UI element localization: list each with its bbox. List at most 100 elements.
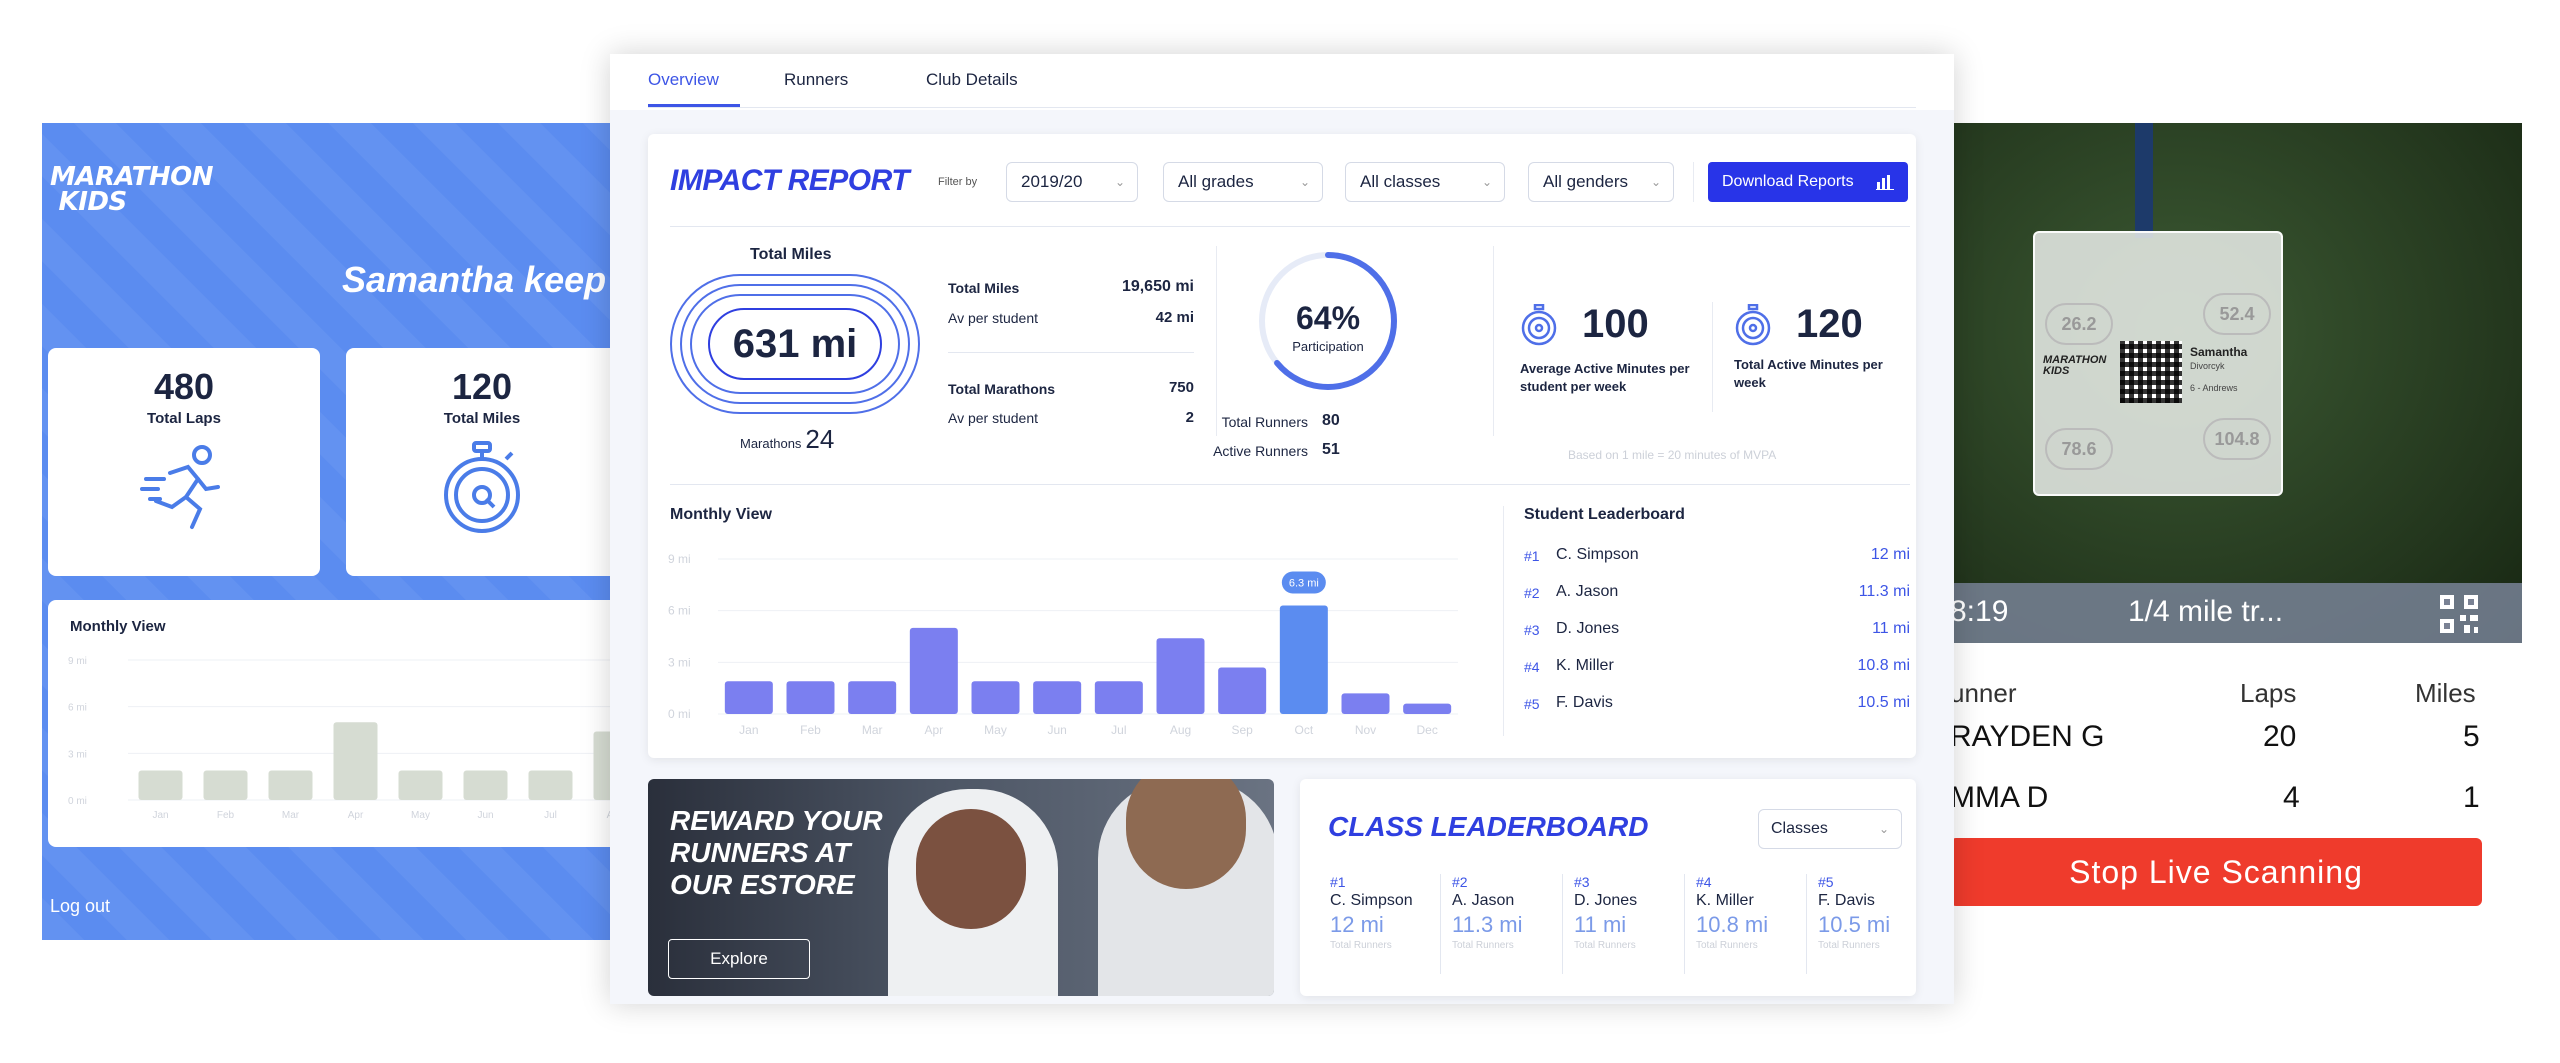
rank: #1 [1524, 548, 1540, 564]
total-runners-label: Total Runners [1221, 414, 1308, 430]
bar-apr[interactable] [909, 627, 958, 714]
explore-button[interactable]: Explore [668, 939, 810, 979]
bar-jun[interactable] [1033, 681, 1082, 714]
bar-feb[interactable] [203, 770, 248, 800]
estore-promo-banner[interactable]: REWARD YOUR RUNNERS AT OUR ESTORE Explor… [648, 779, 1274, 996]
stat-value: 2 [1185, 409, 1194, 426]
class-entry[interactable]: #1 C. Simpson 12 mi Total Runners [1330, 874, 1450, 951]
footnote: Based on 1 mile = 20 minutes of MVPA [1568, 448, 1777, 462]
class-entry[interactable]: #2 A. Jason 11.3 mi Total Runners [1452, 874, 1572, 951]
tab-club-details[interactable]: Club Details [926, 70, 1018, 89]
participation-label: Participation [1292, 339, 1364, 354]
y-tick-label: 6 mi [668, 604, 691, 618]
grades-select[interactable]: All grades ⌄ [1163, 162, 1323, 202]
genders-select[interactable]: All genders ⌄ [1528, 162, 1674, 202]
bar-tooltip [1281, 571, 1326, 594]
bar-jan[interactable] [138, 770, 183, 800]
rank: #4 [1696, 874, 1712, 890]
x-tick-label: Nov [1355, 723, 1376, 737]
donut-progress [1259, 252, 1397, 390]
bar-apr[interactable] [333, 722, 378, 800]
class-miles: 12 mi [1330, 912, 1384, 937]
bar-aug[interactable] [1156, 638, 1205, 714]
class-entry[interactable]: #5 F. Davis 10.5 mi Total Runners [1818, 874, 1910, 951]
leaderboard-row[interactable]: #3 D. Jones 11 mi [1524, 620, 1910, 644]
class-miles: 10.5 mi [1818, 912, 1891, 937]
active-runners-value: 51 [1322, 441, 1340, 458]
badge-mark: 104.8 [2203, 418, 2271, 460]
x-tick-label: May [984, 723, 1007, 737]
marathon-kids-logo: MARATHON KIDS [50, 162, 214, 217]
running-track-graphic: 631 mi [670, 274, 920, 414]
tab-overview[interactable]: Overview [648, 70, 719, 89]
total-miles-value: 120 [451, 366, 513, 407]
impact-report-title: IMPACT REPORT [670, 164, 910, 197]
tab-runners[interactable]: Runners [784, 70, 849, 89]
student-name: A. Jason [1556, 583, 1619, 600]
x-tick-label: Jan [152, 810, 168, 821]
class-name: D. Jones [1574, 892, 1638, 909]
miles-column-header: Miles [2415, 678, 2476, 708]
leaderboard-row[interactable]: #1 C. Simpson 12 mi [1524, 546, 1910, 570]
x-tick-label: Mar [862, 723, 883, 737]
bar-oct[interactable] [1279, 605, 1328, 715]
x-tick-label: Jul [1111, 723, 1126, 737]
bar-may[interactable] [398, 770, 443, 800]
download-reports-button[interactable]: Download Reports [1708, 162, 1908, 202]
marathons-value: 24 [805, 424, 835, 454]
year-select[interactable]: 2019/20 ⌄ [1006, 162, 1138, 202]
scan-timer: 8:19 [1950, 595, 2009, 628]
stat-value: 42 mi [1155, 309, 1194, 326]
class-entry[interactable]: #3 D. Jones 11 mi Total Runners [1574, 874, 1694, 951]
chevron-down-icon: ⌄ [1114, 175, 1125, 189]
class-sub: Total Runners [1696, 940, 1758, 951]
bar-nov[interactable] [1341, 693, 1390, 714]
badge-name: Samantha [2190, 345, 2248, 359]
y-tick-label: 9 mi [668, 552, 691, 566]
scan-row-miles: 5 [2463, 720, 2480, 753]
class-name: F. Davis [1818, 892, 1875, 909]
bar-jun[interactable] [463, 770, 508, 800]
total-miles-title: Total Miles [750, 246, 832, 263]
class-miles: 11 mi [1574, 912, 1627, 937]
welcome-heading: Samantha keep [342, 259, 607, 300]
x-tick-label: Feb [800, 723, 821, 737]
bar-mar[interactable] [848, 681, 897, 714]
stat-label: Total Miles [948, 280, 1020, 296]
impact-report-card: IMPACT REPORT Filter by 2019/20 ⌄ All gra… [648, 134, 1916, 758]
qr-icon[interactable] [2438, 593, 2480, 635]
bar-may[interactable] [971, 681, 1020, 714]
y-tick-label: 3 mi [668, 655, 691, 669]
track-lane [690, 294, 900, 394]
class-entry[interactable]: #4 K. Miller 10.8 mi Total Runners [1696, 874, 1816, 951]
x-tick-label: Dec [1416, 723, 1437, 737]
classes-select[interactable]: All classes ⌄ [1345, 162, 1505, 202]
badge-qr-code [2120, 341, 2182, 403]
total-laps-label: Total Laps [147, 410, 221, 427]
class-sub: Total Runners [1452, 940, 1514, 951]
bar-jul[interactable] [528, 770, 573, 800]
y-tick-label: 3 mi [68, 749, 87, 760]
divider [670, 484, 1910, 485]
rank: #5 [1818, 874, 1834, 890]
runner-badge: 26.2 52.4 78.6 104.8 MARATHON KIDS Samant… [2033, 231, 2283, 496]
leaderboard-row[interactable]: #5 F. Davis 10.5 mi [1524, 694, 1910, 718]
total-laps-card: 480 Total Laps [48, 348, 320, 576]
leaderboard-row[interactable]: #2 A. Jason 11.3 mi [1524, 583, 1910, 607]
participation-donut [1259, 252, 1397, 390]
bar-mar[interactable] [268, 770, 313, 800]
bar-dec[interactable] [1403, 703, 1452, 714]
logout-link[interactable]: Log out [50, 896, 111, 916]
classes-filter-select[interactable]: Classes ⌄ [1758, 809, 1902, 849]
bar-jan[interactable] [724, 681, 773, 714]
leaderboard-row[interactable]: #4 K. Miller 10.8 mi [1524, 657, 1910, 681]
y-tick-label: 6 mi [68, 703, 87, 714]
promo-photo [1126, 779, 1246, 889]
x-tick-label: Apr [924, 723, 943, 737]
tab-divider [648, 107, 1916, 108]
bar-jul[interactable] [1094, 681, 1143, 714]
stop-live-scanning-button[interactable]: Stop Live Scanning [1950, 838, 2482, 906]
bar-sep[interactable] [1218, 667, 1267, 715]
x-tick-label: Oct [1294, 723, 1313, 737]
bar-feb[interactable] [786, 681, 835, 714]
